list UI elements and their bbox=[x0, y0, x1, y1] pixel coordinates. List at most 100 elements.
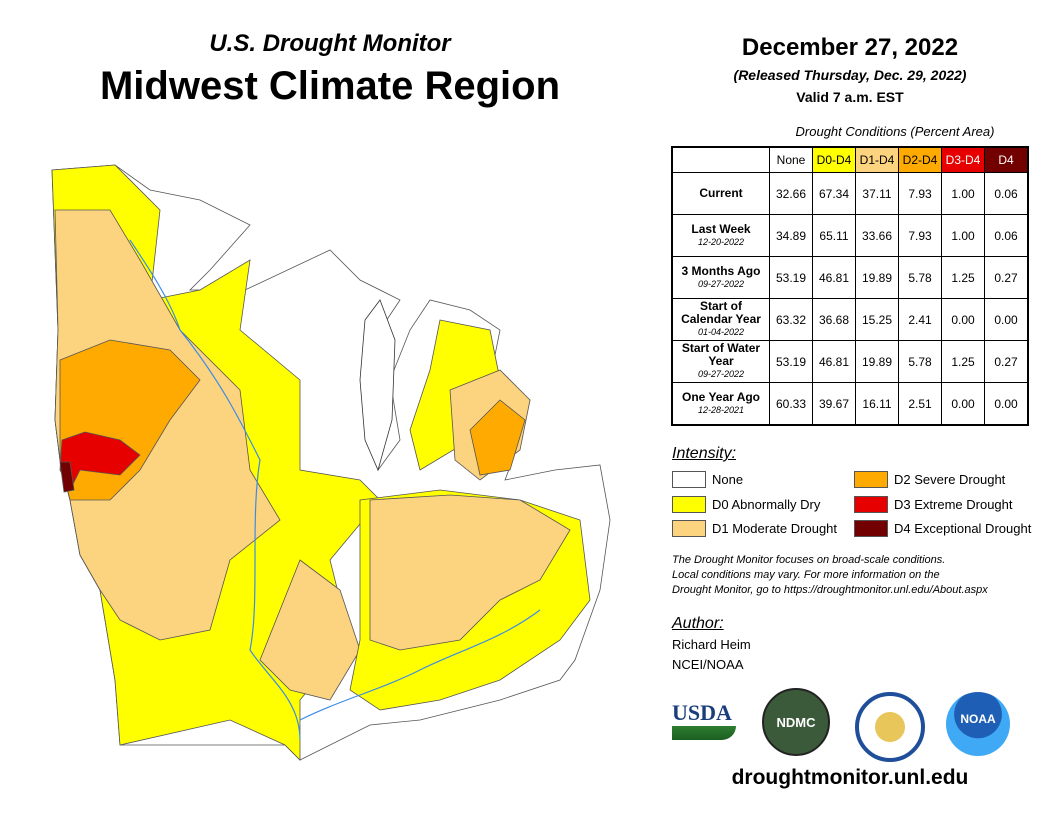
d1-area-west bbox=[54, 209, 281, 641]
row-label-text: Start of Water Year bbox=[681, 341, 761, 368]
legend-swatch bbox=[672, 471, 706, 488]
table-cell: 0.06 bbox=[984, 214, 1029, 257]
table-cell: 2.41 bbox=[898, 298, 942, 341]
row-date: 09-27-2022 bbox=[697, 278, 745, 289]
legend-title: Intensity: bbox=[672, 445, 737, 462]
table-row: Start of Calendar Year 01-04-2022 63.32 36.… bbox=[671, 298, 1029, 341]
note-line: Local conditions may vary. For more info… bbox=[672, 569, 940, 581]
table-cell: 46.81 bbox=[812, 256, 856, 299]
table-cell: 33.66 bbox=[855, 214, 899, 257]
legend-label: D1 Moderate Drought bbox=[712, 521, 838, 536]
author-name: Richard Heim bbox=[672, 637, 751, 652]
legend-label: D0 Abnormally Dry bbox=[712, 497, 821, 512]
legend-swatch bbox=[672, 520, 706, 537]
row-date: 09-27-2022 bbox=[697, 369, 745, 379]
row-label: Start of Water Year 09-27-2022 bbox=[671, 340, 770, 383]
doc-seal-logo bbox=[855, 692, 925, 762]
legend-item-d0: D0 Abnormally Dry bbox=[672, 496, 820, 513]
table-cell: 5.78 bbox=[898, 256, 942, 299]
release-date: (Released Thursday, Dec. 29, 2022) bbox=[733, 67, 967, 83]
table-cell: 15.25 bbox=[855, 298, 899, 341]
table-cell: 1.00 bbox=[941, 214, 985, 257]
table-cell: 5.78 bbox=[898, 340, 942, 383]
row-label-text: Last Week bbox=[691, 221, 751, 236]
col-d2-d4: D2-D4 bbox=[898, 146, 942, 173]
row-label-text: One Year Ago bbox=[681, 389, 761, 404]
col-d4: D4 bbox=[984, 146, 1029, 173]
ndmc-logo: NDMC bbox=[762, 688, 830, 756]
table-cell: 65.11 bbox=[812, 214, 856, 257]
author-label: Author: bbox=[672, 615, 724, 632]
table-corner bbox=[672, 147, 770, 173]
legend-label: D2 Severe Drought bbox=[894, 472, 1006, 487]
lake-michigan bbox=[359, 299, 396, 472]
midwest-drought-map bbox=[51, 164, 611, 761]
table-cell: 0.00 bbox=[941, 298, 985, 341]
legend-item-d1: D1 Moderate Drought bbox=[672, 520, 837, 537]
table-row: One Year Ago 12-28-2021 60.33 39.67 16.11 2.5… bbox=[671, 382, 1029, 426]
row-label-text: 3 Months Ago bbox=[681, 263, 761, 278]
table-caption: Drought Conditions (Percent Area) bbox=[795, 124, 995, 139]
author-org: NCEI/NOAA bbox=[672, 657, 744, 672]
legend-swatch bbox=[672, 496, 706, 513]
table-row: Last Week 12-20-2022 34.89 65.11 33.66 7.93 1.… bbox=[671, 214, 1029, 257]
table-cell: 0.27 bbox=[984, 256, 1029, 299]
table-cell: 67.34 bbox=[812, 172, 856, 215]
table-cell: 7.93 bbox=[898, 214, 942, 257]
table-cell: 53.19 bbox=[769, 256, 813, 299]
legend-swatch bbox=[854, 520, 888, 537]
col-d0-d4: D0-D4 bbox=[812, 146, 856, 173]
legend-label: D4 Exceptional Drought bbox=[894, 521, 1032, 536]
map-subtitle: U.S. Drought Monitor bbox=[209, 30, 451, 57]
table-cell: 46.81 bbox=[812, 340, 856, 383]
note-line: Drought Monitor, go to https://droughtmo… bbox=[672, 584, 988, 596]
row-label: One Year Ago 12-28-2021 bbox=[671, 382, 770, 426]
table-cell: 60.33 bbox=[769, 382, 813, 426]
d4-area bbox=[59, 461, 75, 493]
legend-label: D3 Extreme Drought bbox=[894, 497, 1013, 512]
valid-time: Valid 7 a.m. EST bbox=[796, 89, 904, 105]
legend-label: None bbox=[712, 472, 744, 487]
seal-eagle-icon bbox=[875, 712, 905, 742]
table-cell: 36.68 bbox=[812, 298, 856, 341]
table-row: 3 Months Ago 09-27-2022 53.19 46.81 19.89 5.7… bbox=[671, 256, 1029, 299]
table-cell: 34.89 bbox=[769, 214, 813, 257]
row-label: Current bbox=[671, 172, 770, 215]
table-cell: 0.00 bbox=[941, 382, 985, 426]
legend-item-d4: D4 Exceptional Drought bbox=[854, 520, 1031, 537]
table-cell: 0.00 bbox=[984, 382, 1029, 426]
legend-item-d3: D3 Extreme Drought bbox=[854, 496, 1013, 513]
table-cell: 0.06 bbox=[984, 172, 1029, 215]
table-cell: 53.19 bbox=[769, 340, 813, 383]
table-cell: 1.00 bbox=[941, 172, 985, 215]
d1-area-east bbox=[369, 494, 571, 651]
usda-logo-hills bbox=[672, 726, 736, 740]
row-date: 12-20-2022 bbox=[697, 236, 745, 247]
legend-item-none: None bbox=[672, 471, 743, 488]
table-row: Start of Water Year 09-27-2022 53.19 46.81 1… bbox=[671, 340, 1029, 383]
row-date: 12-28-2021 bbox=[697, 404, 745, 415]
drought-conditions-table: None D0-D4 D1-D4 D2-D4 D3-D4 D4 Current 3… bbox=[671, 146, 1029, 426]
note-line: The Drought Monitor focuses on broad-sca… bbox=[672, 554, 946, 566]
row-label-text: Start of Calendar Year bbox=[681, 299, 761, 326]
row-label: Last Week 12-20-2022 bbox=[671, 214, 770, 257]
table-cell: 63.32 bbox=[769, 298, 813, 341]
col-d1-d4: D1-D4 bbox=[855, 146, 899, 173]
legend-swatch bbox=[854, 496, 888, 513]
map-date: December 27, 2022 bbox=[741, 34, 959, 61]
mississippi-river bbox=[129, 239, 301, 741]
map-title: Midwest Climate Region bbox=[99, 64, 561, 108]
noaa-logo: NOAA bbox=[946, 692, 1010, 756]
row-label: Start of Calendar Year 01-04-2022 bbox=[671, 298, 770, 341]
footer-url[interactable]: droughtmonitor.unl.edu bbox=[731, 766, 969, 789]
legend-item-d2: D2 Severe Drought bbox=[854, 471, 1005, 488]
usda-logo: USDA bbox=[672, 700, 736, 750]
table-cell: 2.51 bbox=[898, 382, 942, 426]
disclaimer-note: The Drought Monitor focuses on broad-sca… bbox=[672, 553, 1042, 598]
table-cell: 0.27 bbox=[984, 340, 1029, 383]
table-row: Current 32.66 67.34 37.11 7.93 1.00 0.06 bbox=[671, 172, 1029, 215]
col-d3-d4: D3-D4 bbox=[941, 146, 985, 173]
row-label-text: Current bbox=[699, 186, 743, 200]
table-cell: 0.00 bbox=[984, 298, 1029, 341]
